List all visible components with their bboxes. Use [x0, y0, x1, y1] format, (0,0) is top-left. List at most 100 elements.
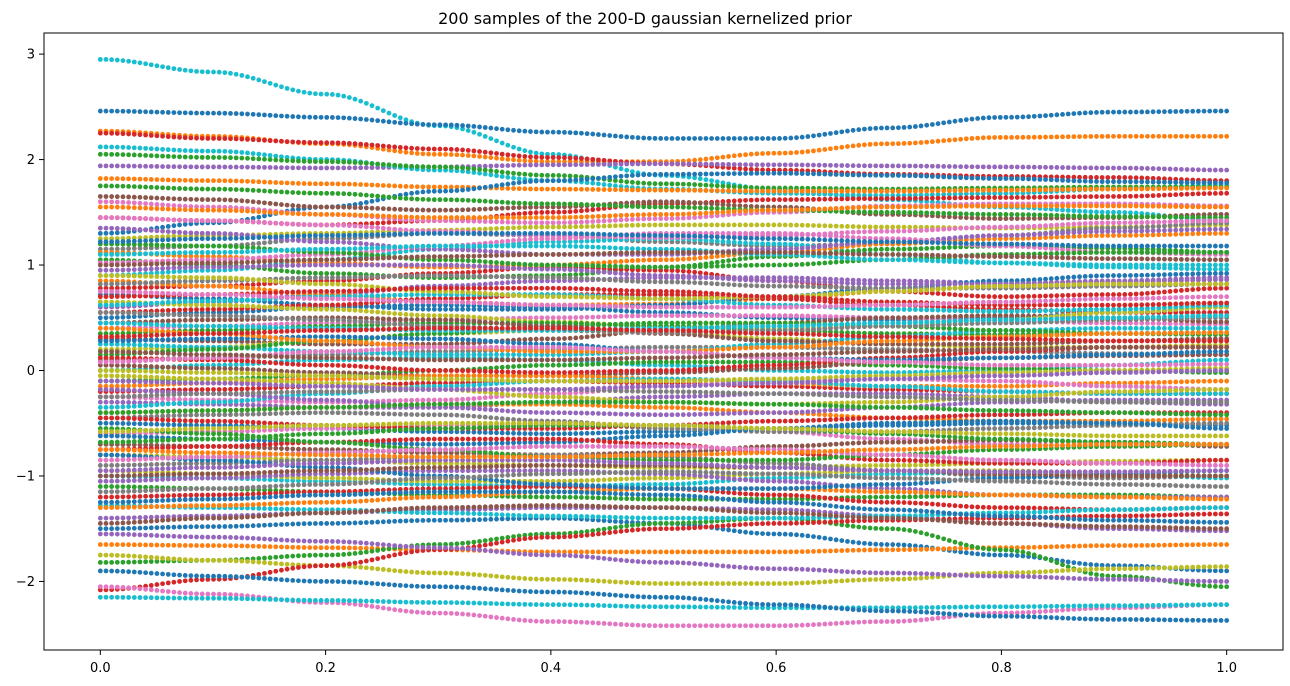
data-point	[528, 149, 533, 155]
data-point	[228, 284, 233, 290]
data-point	[811, 133, 816, 139]
data-point	[233, 362, 239, 368]
data-point	[194, 197, 199, 202]
data-point	[562, 155, 567, 161]
data-point	[794, 313, 799, 319]
data-point	[313, 159, 318, 164]
data-point	[352, 160, 358, 165]
data-point	[958, 118, 964, 123]
data-point	[533, 154, 539, 160]
data-point	[895, 125, 901, 131]
data-point	[177, 177, 182, 183]
data-point	[618, 184, 624, 189]
data-point	[216, 155, 222, 160]
data-point	[669, 313, 675, 319]
data-point	[522, 220, 528, 225]
data-point	[573, 130, 579, 136]
data-point	[97, 56, 103, 62]
data-point	[1077, 208, 1082, 214]
data-point	[675, 171, 681, 177]
data-point	[669, 161, 675, 167]
data-point	[924, 163, 930, 169]
data-point	[997, 176, 1003, 181]
data-point	[1088, 165, 1094, 171]
data-point	[488, 155, 494, 161]
data-point	[811, 162, 816, 168]
data-point	[663, 216, 669, 222]
data-point	[703, 171, 709, 177]
data-point	[488, 150, 494, 156]
data-point	[233, 155, 239, 161]
data-point	[907, 163, 913, 169]
data-point	[267, 165, 273, 170]
data-point	[545, 186, 550, 192]
data-point	[743, 152, 748, 158]
data-point	[929, 188, 935, 194]
data-point	[720, 136, 726, 141]
data-point	[658, 344, 664, 350]
data-point	[573, 173, 579, 179]
data-point	[1224, 108, 1230, 114]
data-point	[1099, 133, 1105, 139]
data-point	[188, 221, 194, 227]
data-point	[160, 224, 165, 230]
data-point	[669, 344, 675, 350]
data-point	[171, 110, 177, 115]
data-point	[148, 153, 154, 159]
data-point	[884, 196, 890, 201]
data-point	[584, 131, 590, 137]
data-point	[262, 112, 267, 118]
data-point	[177, 147, 182, 153]
data-point	[726, 136, 731, 141]
data-point	[714, 222, 720, 228]
data-point	[579, 162, 584, 168]
data-point	[731, 165, 737, 171]
data-point	[1003, 294, 1009, 300]
data-point	[629, 161, 635, 167]
data-point	[1009, 134, 1014, 140]
data-point	[969, 175, 975, 181]
data-point	[833, 145, 839, 151]
data-point	[748, 162, 754, 168]
data-point	[301, 158, 307, 164]
data-point	[279, 138, 284, 144]
data-point	[120, 152, 126, 158]
data-point	[329, 140, 335, 146]
data-point	[1043, 177, 1048, 183]
data-point	[828, 223, 833, 229]
data-point	[714, 188, 720, 194]
data-point	[1224, 133, 1230, 139]
data-point	[743, 197, 748, 203]
data-point	[380, 143, 386, 149]
data-point	[895, 246, 901, 252]
data-point	[1128, 291, 1133, 297]
data-point	[250, 111, 256, 117]
data-point	[471, 207, 477, 212]
data-point	[969, 187, 975, 193]
data-point	[624, 308, 630, 314]
data-point	[1167, 133, 1173, 139]
data-point	[143, 145, 149, 151]
data-point	[1133, 109, 1139, 115]
data-point	[177, 135, 182, 140]
data-point	[329, 115, 335, 120]
data-point	[941, 174, 947, 180]
data-point	[188, 283, 194, 289]
data-point	[505, 174, 511, 180]
data-point	[879, 141, 884, 147]
data-point	[992, 164, 998, 170]
data-point	[301, 270, 307, 276]
data-point	[709, 171, 715, 177]
data-point	[550, 209, 556, 215]
data-point	[703, 188, 709, 193]
data-point	[590, 187, 596, 192]
data-point	[211, 155, 216, 160]
data-point	[522, 210, 528, 216]
data-point	[867, 196, 873, 202]
data-point	[539, 210, 545, 215]
data-point	[726, 313, 731, 319]
data-point	[760, 197, 765, 203]
data-point	[137, 132, 143, 138]
data-point	[635, 199, 641, 205]
data-point	[216, 148, 222, 154]
